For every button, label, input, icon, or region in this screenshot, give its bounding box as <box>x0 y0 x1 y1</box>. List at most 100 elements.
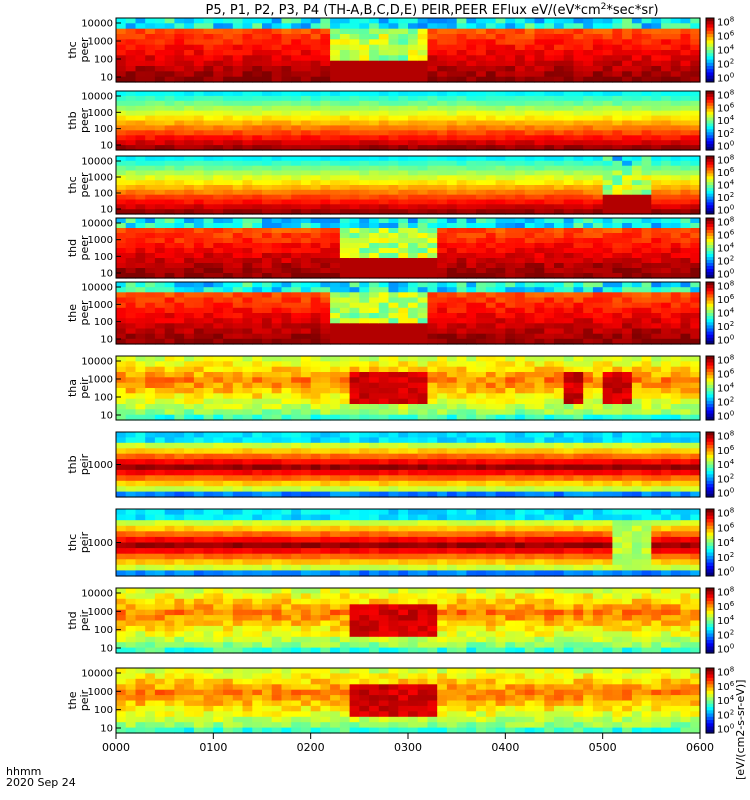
heatmap-cell <box>427 393 438 400</box>
heatmap-cell <box>203 145 214 151</box>
heatmap-cell <box>563 115 574 122</box>
heatmap-cell <box>174 39 185 46</box>
heatmap-cell <box>690 34 701 40</box>
heatmap-cell <box>135 185 146 191</box>
heatmap-cell <box>417 130 428 136</box>
heatmap-cell <box>339 18 351 24</box>
colorbar-segment <box>706 266 714 270</box>
heatmap-cell <box>661 356 672 362</box>
heatmap-cell <box>378 248 390 254</box>
colorbar-tick-exponent: 0 <box>730 268 734 276</box>
colorbar-tick-base: 10 <box>717 60 730 71</box>
heatmap-cell <box>466 18 477 24</box>
heatmap-cell <box>184 282 195 288</box>
heatmap-cell <box>135 338 146 345</box>
heatmap-cell <box>145 448 156 455</box>
heatmap-cell <box>359 66 370 72</box>
heatmap-cell <box>388 475 399 482</box>
colorbar-tick-base: 10 <box>717 231 730 242</box>
heatmap-cell <box>281 313 292 319</box>
heatmap-cell <box>680 398 691 405</box>
heatmap-cell <box>125 282 136 288</box>
heatmap-cell <box>534 189 545 196</box>
colorbar-segment <box>706 114 714 119</box>
heatmap-cell <box>573 165 584 172</box>
heatmap-cell <box>583 377 594 384</box>
heatmap-cell <box>476 243 487 249</box>
heatmap-cell <box>476 170 487 176</box>
heatmap-cell <box>417 156 428 162</box>
heatmap-cell <box>330 253 341 259</box>
heatmap-cell <box>252 55 263 62</box>
heatmap-cell <box>271 189 282 196</box>
heatmap-cell <box>310 318 321 324</box>
heatmap-cell <box>193 388 205 394</box>
heatmap-cell <box>583 130 594 136</box>
heatmap-cell <box>602 50 613 56</box>
heatmap-cell <box>563 66 574 72</box>
heatmap-cell <box>427 223 438 229</box>
heatmap-cell <box>184 145 195 151</box>
heatmap-cell <box>300 185 312 191</box>
colorbar-segment <box>706 27 714 32</box>
heatmap-cell <box>661 361 672 368</box>
heatmap-cell <box>515 50 526 56</box>
heatmap-cell <box>174 228 185 234</box>
heatmap-cell <box>573 404 584 410</box>
heatmap-cell <box>154 318 166 324</box>
heatmap-cell <box>252 297 263 304</box>
heatmap-cell <box>456 130 467 136</box>
heatmap-cell <box>116 204 127 210</box>
heatmap-cell <box>164 28 175 35</box>
heatmap-cell <box>680 145 691 151</box>
heatmap-cell <box>232 185 244 191</box>
heatmap-cell <box>641 199 652 205</box>
heatmap-cell <box>495 125 506 131</box>
heatmap-cell <box>446 268 458 274</box>
heatmap-cell <box>641 338 652 345</box>
heatmap-cell <box>680 204 691 210</box>
heatmap-cell <box>602 398 613 405</box>
heatmap-cell <box>164 382 175 389</box>
heatmap-cell <box>446 388 458 394</box>
heatmap-cell <box>670 273 682 279</box>
heatmap-cell <box>213 313 224 319</box>
ytick-label: 100 <box>94 252 113 263</box>
heatmap-cell <box>154 115 166 122</box>
heatmap-cell <box>592 66 604 72</box>
heatmap-cell <box>651 204 662 210</box>
heatmap-cell <box>505 44 516 51</box>
heatmap-cell <box>223 437 234 444</box>
heatmap-cell <box>417 459 428 466</box>
heatmap-cell <box>330 475 341 482</box>
heatmap-cell <box>505 404 516 410</box>
heatmap-cell <box>203 185 214 191</box>
heatmap-cell <box>544 361 555 368</box>
heatmap-cell <box>573 71 584 78</box>
heatmap-cell <box>466 388 477 394</box>
heatmap-cell <box>154 356 166 362</box>
heatmap-cell <box>602 268 613 274</box>
heatmap-cell <box>631 307 643 314</box>
heatmap-cell <box>554 145 565 151</box>
heatmap-cell <box>563 135 574 141</box>
heatmap-cell <box>515 95 526 102</box>
heatmap-cell <box>154 282 166 288</box>
heatmap-cell <box>320 333 331 340</box>
heatmap-cell <box>281 388 292 394</box>
heatmap-cell <box>602 263 613 269</box>
heatmap-cell <box>485 243 497 249</box>
heatmap-cell <box>670 180 682 186</box>
heatmap-cell <box>583 218 594 224</box>
heatmap-cell <box>125 115 136 122</box>
heatmap-cell <box>485 393 497 400</box>
heatmap-cell <box>670 282 682 288</box>
heatmap-cell <box>563 28 574 35</box>
heatmap-cell <box>330 233 341 239</box>
heatmap-cell <box>232 18 244 24</box>
heatmap-cell <box>456 28 467 35</box>
heatmap-cell <box>554 287 565 293</box>
heatmap-cell <box>583 140 594 146</box>
heatmap-cell <box>592 287 604 293</box>
heatmap-cell <box>378 323 390 330</box>
